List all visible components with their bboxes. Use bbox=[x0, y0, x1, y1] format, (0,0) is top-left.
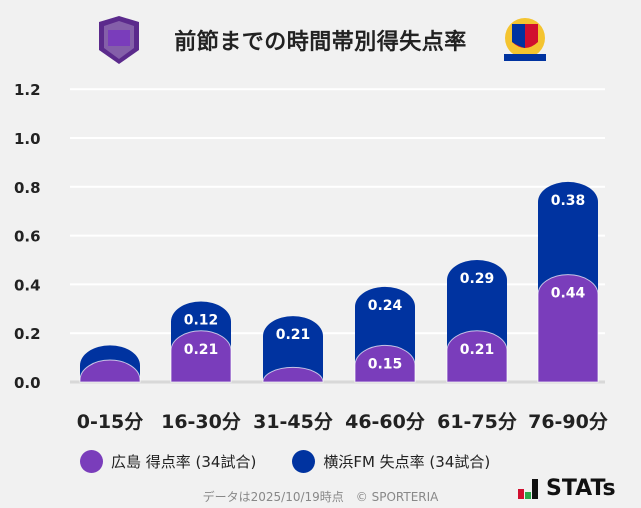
x-tick-label: 76-90分 bbox=[528, 411, 608, 433]
bar-hiroshima bbox=[170, 330, 232, 383]
y-tick-label: 1.0 bbox=[14, 130, 41, 148]
bar-hiroshima bbox=[537, 274, 599, 383]
x-tick-label: 31-45分 bbox=[253, 411, 333, 433]
y-tick-label: 0.0 bbox=[14, 374, 41, 392]
data-label: 0.12 bbox=[184, 312, 219, 328]
x-tick-label: 61-75分 bbox=[437, 411, 517, 433]
y-tick-label: 0.2 bbox=[14, 325, 41, 343]
sanfrecce-logo bbox=[94, 14, 144, 66]
bar-yokohama bbox=[263, 316, 323, 382]
x-tick-label: 0-15分 bbox=[77, 411, 144, 433]
y-tick-label: 0.4 bbox=[14, 276, 41, 294]
y-tick-label: 0.6 bbox=[14, 228, 41, 246]
legend-swatch-purple bbox=[80, 450, 103, 473]
data-label: 0.21 bbox=[184, 342, 219, 358]
legend-item-yokohama: 横浜FM 失点率 (34試合) bbox=[292, 450, 490, 473]
data-label: 0.15 bbox=[368, 356, 403, 372]
y-tick-label: 1.2 bbox=[14, 81, 41, 99]
data-label: 0.21 bbox=[460, 342, 495, 358]
legend-label: 横浜FM 失点率 (34試合) bbox=[323, 453, 491, 471]
data-label: 0.29 bbox=[460, 271, 495, 287]
bar-hiroshima bbox=[262, 366, 324, 383]
footer-note: データは2025/10/19時点 © SPORTERIA bbox=[202, 490, 439, 504]
legend-item-hiroshima: 広島 得点率 (34試合) bbox=[80, 450, 256, 473]
stacked-bar-chart: 0.0 0.2 0.4 0.6 0.8 1.0 1.2 0-15分 0.12 0.21 16-30分… bbox=[14, 81, 608, 433]
legend-label: 広島 得点率 (34試合) bbox=[111, 453, 257, 471]
stats-text: STATs bbox=[546, 476, 616, 501]
x-tick-label: 16-30分 bbox=[161, 411, 241, 433]
data-label: 0.44 bbox=[551, 286, 586, 302]
bar-hiroshima bbox=[79, 359, 141, 383]
data-label: 0.38 bbox=[551, 193, 586, 209]
bar-hiroshima bbox=[446, 330, 508, 383]
stats-brand: STATs bbox=[518, 476, 616, 501]
legend: 広島 得点率 (34試合) 横浜FM 失点率 (34試合) bbox=[80, 450, 490, 473]
y-tick-label: 0.8 bbox=[14, 179, 41, 197]
chart-title: 前節までの時間帯別得失点率 bbox=[174, 30, 467, 55]
x-tick-label: 46-60分 bbox=[345, 411, 425, 433]
legend-swatch-blue bbox=[292, 450, 316, 473]
marinos-logo bbox=[498, 14, 548, 66]
data-label: 0.21 bbox=[276, 327, 311, 343]
data-label: 0.24 bbox=[368, 298, 403, 314]
bar-hiroshima bbox=[354, 344, 416, 383]
stats-logo-icon bbox=[518, 478, 538, 499]
